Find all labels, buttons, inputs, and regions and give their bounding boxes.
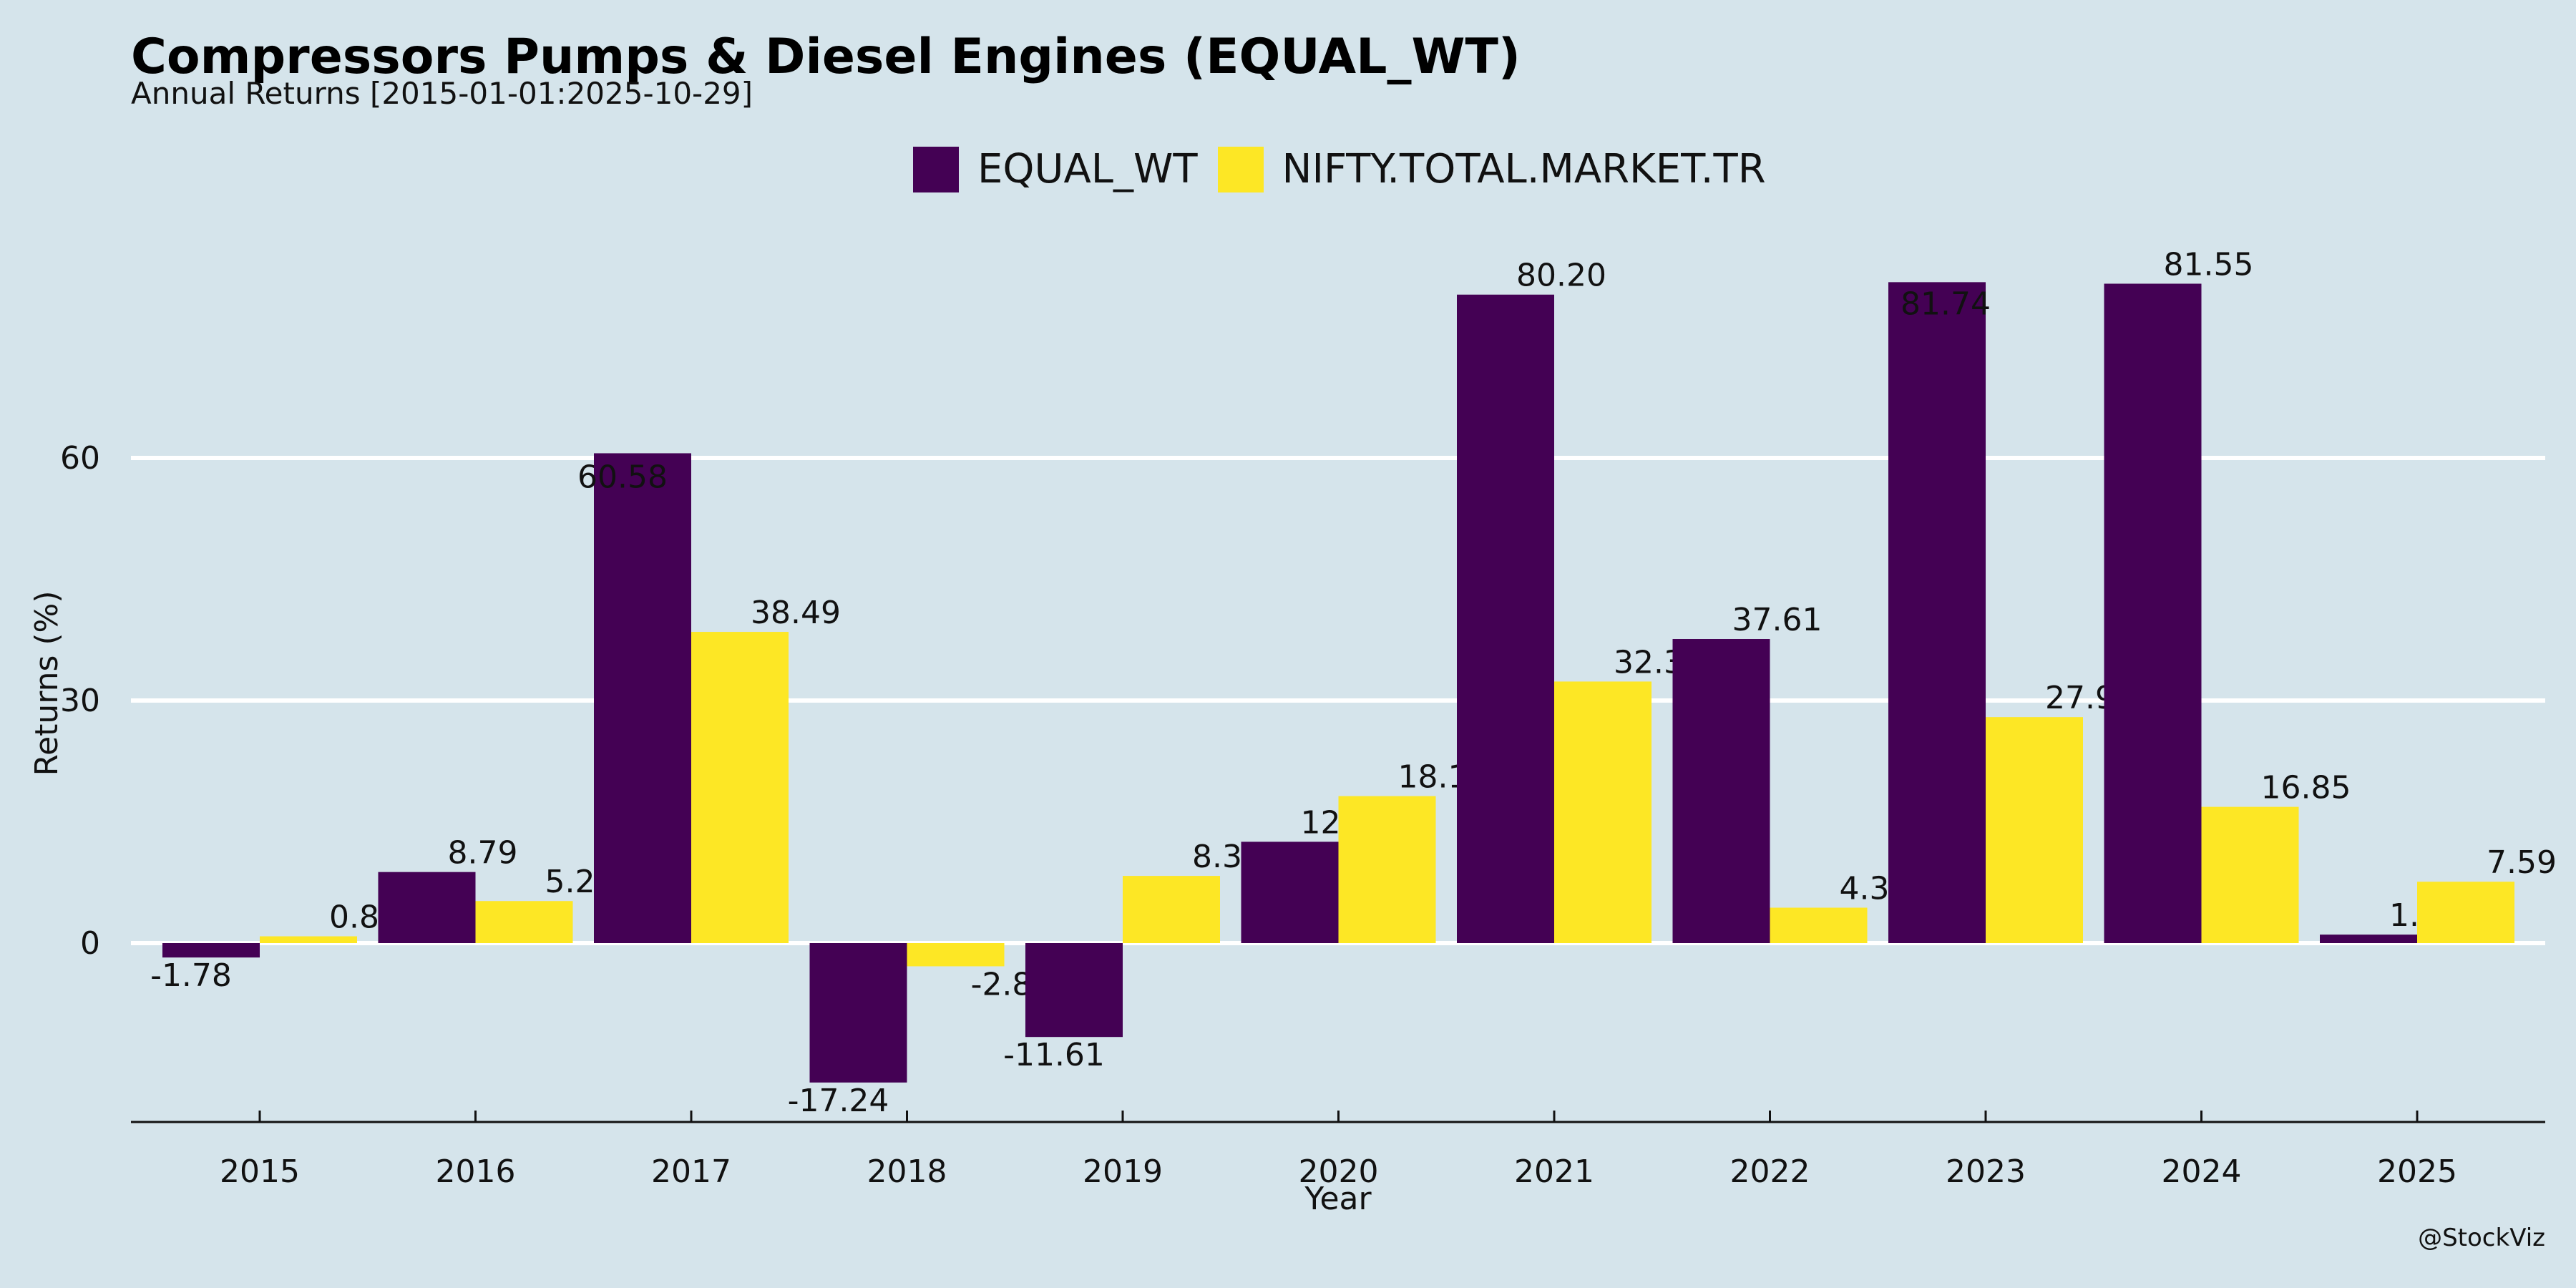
watermark: @StockViz [2418,1224,2545,1252]
bar-equal-wt-2022 [1672,639,1770,943]
x-tick-label-2025: 2025 [2377,1153,2457,1190]
x-tick-label-2017: 2017 [651,1153,731,1190]
value-label-equal-wt-2015: -1.78 [150,957,232,994]
y-tick-label-60: 60 [60,440,100,477]
value-label-nifty-2024: 16.85 [2261,770,2351,806]
bar-nifty-2018 [907,943,1005,967]
bar-equal-wt-2020 [1241,841,1339,943]
bar-equal-wt-2015 [162,943,260,958]
y-tick-label-30: 30 [60,683,100,719]
x-tick-label-2016: 2016 [436,1153,516,1190]
value-label-equal-wt-2024: 81.55 [2164,246,2254,283]
value-label-nifty-2017: 38.49 [751,595,841,631]
bar-equal-wt-2017 [594,453,691,943]
bar-nifty-2017 [691,632,789,943]
value-label-equal-wt-2023: 81.74 [1901,286,1991,322]
bar-nifty-2023 [1986,717,2083,943]
x-tick-label-2015: 2015 [220,1153,300,1190]
y-axis-title: Returns (%) [29,590,65,776]
value-label-equal-wt-2017: 60.58 [577,459,668,495]
bar-nifty-2024 [2201,806,2299,943]
chart-subtitle: Annual Returns [2015-01-01:2025-10-29] [131,76,753,111]
value-label-nifty-2025: 7.59 [2487,844,2557,881]
bar-equal-wt-2019 [1025,943,1123,1038]
bar-nifty-2019 [1123,876,1220,943]
value-label-equal-wt-2016: 8.79 [448,835,518,872]
x-tick-label-2023: 2023 [1946,1153,2026,1190]
value-label-equal-wt-2022: 37.61 [1732,602,1823,638]
bar-equal-wt-2018 [809,943,907,1083]
x-tick-label-2019: 2019 [1083,1153,1163,1190]
bar-nifty-2020 [1338,796,1436,943]
legend-swatch-nifty [1217,146,1264,192]
bar-nifty-2025 [2417,882,2514,943]
legend-swatch-equal-wt [913,146,959,192]
bar-nifty-2016 [475,901,573,943]
bar-equal-wt-2021 [1457,294,1554,943]
x-tick-label-2021: 2021 [1514,1153,1594,1190]
x-axis-title: Year [1304,1181,1372,1217]
x-tick-label-2024: 2024 [2162,1153,2242,1190]
legend: EQUAL_WT NIFTY.TOTAL.MARKET.TR [913,146,1786,192]
x-tick-label-2020: 2020 [1299,1153,1379,1190]
bar-equal-wt-2016 [378,872,476,943]
x-tick-label-2022: 2022 [1730,1153,1810,1190]
bar-nifty-2021 [1554,681,1652,943]
x-tick-label-2018: 2018 [867,1153,947,1190]
bar-equal-wt-2023 [1888,282,1986,943]
bar-equal-wt-2025 [2320,935,2417,943]
bar-nifty-2015 [260,936,357,943]
bar-equal-wt-2024 [2104,283,2202,943]
bar-nifty-2022 [1770,907,1868,943]
legend-item-equal-wt: EQUAL_WT [913,146,1198,192]
legend-label-equal-wt: EQUAL_WT [977,146,1198,192]
value-label-equal-wt-2018: -17.24 [788,1083,889,1119]
value-label-equal-wt-2019: -11.61 [1003,1037,1105,1073]
y-tick-label-0: 0 [80,925,100,962]
chart-title: Compressors Pumps & Diesel Engines (EQUA… [131,29,1521,85]
legend-item-nifty: NIFTY.TOTAL.MARKET.TR [1217,146,1766,192]
legend-label-nifty: NIFTY.TOTAL.MARKET.TR [1282,146,1766,192]
value-label-equal-wt-2021: 80.20 [1516,258,1606,294]
